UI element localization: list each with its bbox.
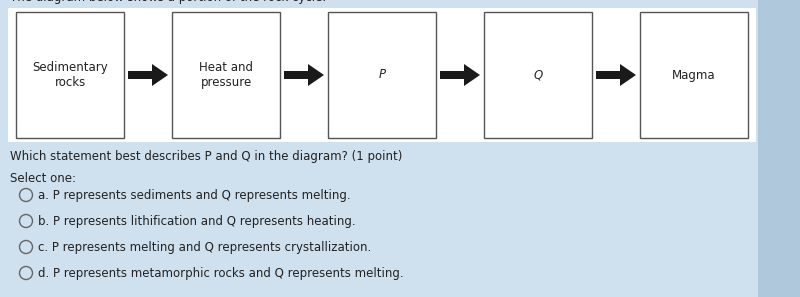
Bar: [758, 0, 800, 297]
Text: Heat and
pressure: Heat and pressure: [199, 61, 253, 89]
Text: d. P represents metamorphic rocks and Q represents melting.: d. P represents metamorphic rocks and Q …: [38, 266, 404, 279]
Text: The diagram below shows a portion of the rock cycle.: The diagram below shows a portion of the…: [10, 0, 326, 4]
Text: Select one:: Select one:: [10, 172, 76, 185]
Text: Which statement best describes P and Q in the diagram? (1 point): Which statement best describes P and Q i…: [10, 150, 402, 163]
Text: c. P represents melting and Q represents crystallization.: c. P represents melting and Q represents…: [38, 241, 372, 254]
Text: b. P represents lithification and Q represents heating.: b. P represents lithification and Q repr…: [38, 214, 356, 228]
Bar: [484, 12, 592, 138]
Bar: [640, 12, 748, 138]
FancyArrow shape: [284, 64, 324, 86]
Text: a. P represents sediments and Q represents melting.: a. P represents sediments and Q represen…: [38, 189, 351, 201]
Text: Q: Q: [534, 69, 542, 81]
FancyArrow shape: [596, 64, 636, 86]
Bar: [8, 8, 756, 142]
Bar: [328, 12, 436, 138]
Text: P: P: [378, 69, 386, 81]
FancyArrow shape: [440, 64, 480, 86]
Text: Magma: Magma: [672, 69, 716, 81]
Bar: [16, 12, 124, 138]
Text: Sedimentary
rocks: Sedimentary rocks: [32, 61, 108, 89]
Bar: [172, 12, 280, 138]
FancyArrow shape: [128, 64, 168, 86]
